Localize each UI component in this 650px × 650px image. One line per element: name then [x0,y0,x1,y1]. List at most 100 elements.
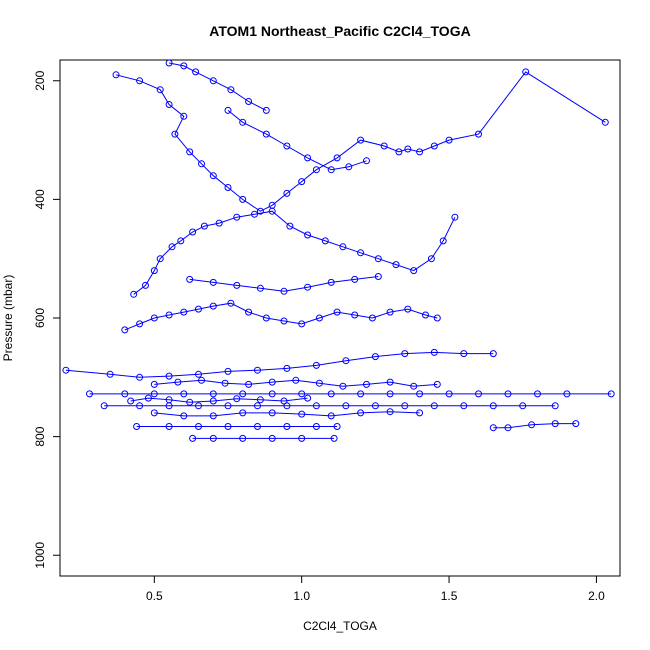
series-5 [86,390,615,398]
x-tick-label: 1.5 [441,589,458,603]
data-point [233,281,241,289]
data-point [504,424,512,432]
data-point [433,380,441,388]
data-point [386,308,394,316]
data-point [351,311,359,319]
series-1 [112,68,609,215]
data-point [186,275,194,283]
x-tick-label: 1.0 [293,589,310,603]
data-point [298,434,306,442]
data-point [186,398,194,406]
data-point [357,249,365,257]
data-point [165,396,173,404]
data-point [380,142,388,150]
data-point [489,350,497,358]
data-point [386,408,394,416]
data-point [209,434,217,442]
data-point [551,420,559,428]
data-point [209,397,217,405]
data-point [245,380,253,388]
data-point [239,195,247,203]
data-point [262,106,270,114]
series-line [169,62,267,111]
data-point [224,367,232,375]
data-point [254,423,261,430]
data-point [165,372,173,380]
data-point [286,222,294,230]
data-point [62,366,70,374]
data-point [374,273,382,280]
data-point [363,157,370,165]
data-point [171,130,179,138]
data-point [371,402,379,410]
data-point [165,101,173,108]
data-point [144,394,152,402]
data-point [112,71,120,79]
data-point [198,160,205,168]
data-point [607,390,615,398]
data-point [601,118,609,126]
data-point [189,434,197,442]
data-point [209,77,217,85]
y-axis: 200 400 600 800 1000 [33,70,61,569]
data-point [156,255,164,263]
data-point [224,423,232,430]
x-axis-label: C2Cl4_TOGA [303,619,377,633]
data-point [268,207,276,215]
data-point [416,390,424,398]
data-point [209,172,217,180]
data-point [333,308,341,316]
data-point [256,284,264,292]
data-point [489,424,497,432]
data-point [86,390,93,398]
data-point [245,98,253,105]
data-point [519,402,527,410]
data-point [404,305,412,313]
data-point [239,390,247,398]
data-point [416,148,424,156]
data-point [422,311,429,319]
series-line [493,423,576,429]
data-point [106,370,114,378]
data-point [165,423,173,430]
series-2 [130,207,459,298]
series-line [154,379,438,387]
data-point [136,320,144,328]
data-point [312,166,320,174]
data-point [195,305,202,313]
data-point [522,68,530,76]
data-point [224,402,232,410]
data-point [563,390,571,398]
series-line [189,276,379,292]
series-9 [489,420,580,432]
data-point [283,423,291,430]
series-13 [186,273,382,295]
data-point [209,412,217,420]
data-point [150,409,158,417]
data-point [371,353,379,361]
series-line [115,71,606,212]
data-point [386,390,394,398]
data-point [330,434,338,442]
data-point [165,311,173,319]
data-point [460,402,468,410]
y-tick-label: 400 [33,189,47,209]
data-point [339,243,347,251]
data-point [401,402,409,410]
data-point [256,207,264,215]
data-point [283,189,291,197]
series-10 [150,408,424,420]
y-tick-label: 200 [33,70,47,90]
data-point [327,412,335,420]
data-point [283,364,291,372]
data-point [410,382,418,390]
data-point [165,59,173,67]
data-point [304,394,312,402]
data-point [180,412,188,420]
data-point [268,378,276,386]
data-point [177,237,185,245]
data-point [180,390,188,398]
data-point [363,380,370,388]
data-point [312,423,320,430]
